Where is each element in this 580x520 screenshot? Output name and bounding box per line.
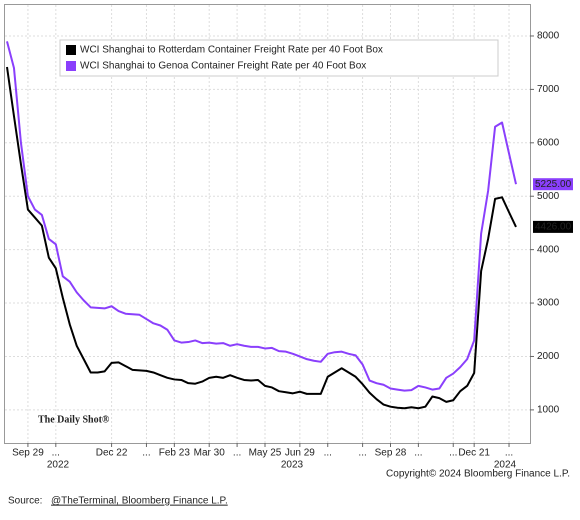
x-tick-label: Jun 29: [285, 448, 315, 459]
x-tick-label: ...: [324, 448, 332, 459]
legend-box: [59, 39, 499, 77]
x-tick-label: Mar 30: [194, 448, 226, 459]
source-link: @TheTerminal, Bloomberg Finance L.P.: [51, 496, 228, 507]
watermark: The Daily Shot®: [38, 414, 110, 425]
copyright: Copyright© 2024 Bloomberg Finance L.P.: [386, 469, 570, 480]
legend-swatch: [66, 61, 76, 71]
x-tick-label: Sep 28: [375, 448, 407, 459]
y-tick-label: 2000: [537, 351, 560, 362]
x-tick-label: ...: [358, 448, 366, 459]
x-tick-label: Dec 21: [458, 448, 490, 459]
x-tick-label: Feb 23: [159, 448, 191, 459]
value-label: 4426.00: [535, 222, 572, 233]
legend-label: WCI Shanghai to Rotterdam Container Frei…: [80, 45, 383, 56]
series-line: [6, 66, 517, 410]
y-tick-label: 8000: [537, 31, 560, 42]
x-tick-label: ...: [52, 448, 60, 459]
x-tick-label: ...: [449, 448, 457, 459]
y-tick-label: 5000: [537, 191, 560, 202]
x-tick-label: ...: [233, 448, 241, 459]
x-tick-label: ...: [142, 448, 150, 459]
x-tick-label: ...: [414, 448, 422, 459]
y-tick-label: 3000: [537, 298, 560, 309]
y-tick-label: 1000: [537, 405, 560, 416]
year-label: 2022: [47, 460, 70, 471]
series-line: [6, 41, 517, 392]
y-tick-label: 7000: [537, 84, 560, 95]
legend-swatch: [66, 45, 76, 55]
value-label-box: [533, 220, 573, 233]
legend: WCI Shanghai to Rotterdam Container Frei…: [59, 39, 499, 77]
x-tick-label: Dec 22: [96, 448, 128, 459]
value-label: 5225.00: [535, 179, 572, 190]
plot-frame: [4, 4, 531, 444]
x-tick-label: ...: [505, 448, 513, 459]
x-tick-label: May 25: [249, 448, 282, 459]
value-label-box: [533, 178, 573, 191]
y-tick-label: 4000: [537, 244, 560, 255]
year-label: 2024: [494, 460, 517, 471]
x-tick-label: Sep 29: [12, 448, 44, 459]
source-prefix: Source:: [8, 496, 42, 507]
legend-label: WCI Shanghai to Genoa Container Freight …: [80, 61, 366, 72]
y-tick-label: 6000: [537, 137, 560, 148]
year-label: 2023: [281, 460, 304, 471]
